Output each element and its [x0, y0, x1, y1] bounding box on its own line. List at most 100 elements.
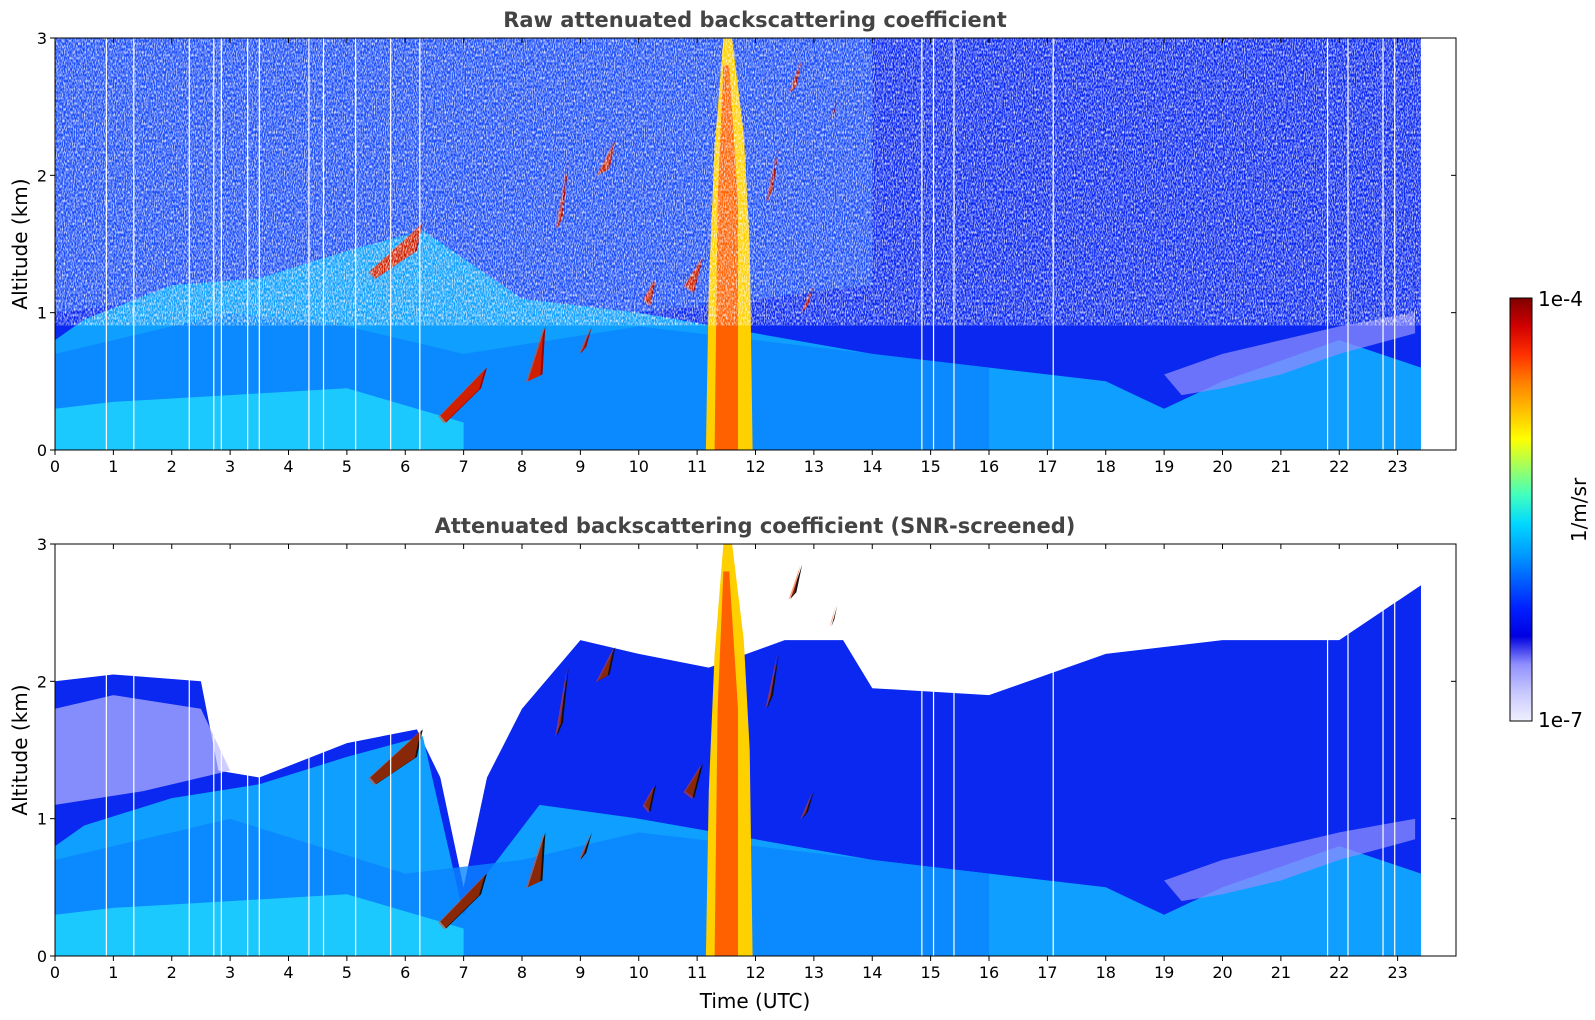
colorbar-min-label: 1e-7 [1538, 708, 1583, 732]
y-tick-label: 0 [37, 441, 47, 460]
colorbar-max-label: 1e-4 [1538, 287, 1583, 311]
rain-core [714, 571, 738, 956]
x-tick-label: 4 [283, 963, 293, 982]
y-tick-label: 3 [37, 535, 47, 554]
haze-band [55, 695, 231, 805]
x-tick-label: 13 [804, 963, 824, 982]
no-data-region [1420, 544, 1456, 956]
x-tick-label: 22 [1329, 457, 1349, 476]
cloud-edge [765, 654, 777, 710]
x-tick-label: 5 [342, 457, 352, 476]
x-tick-label: 6 [400, 457, 410, 476]
x-tick-label: 20 [1212, 963, 1232, 982]
cloud-edge [525, 327, 544, 383]
x-tick-label: 4 [283, 457, 293, 476]
x-tick-label: 22 [1329, 963, 1349, 982]
y-tick-label: 3 [37, 29, 47, 48]
y-tick-label: 0 [37, 947, 47, 966]
x-tick-label: 2 [167, 963, 177, 982]
heatmap-area [55, 544, 1456, 956]
x-tick-label: 8 [517, 457, 527, 476]
x-tick-label: 17 [1037, 457, 1057, 476]
cloud-edge [578, 833, 590, 861]
noise-speckle [55, 38, 1421, 299]
y-tick-label: 1 [37, 810, 47, 829]
cloud-edge [525, 833, 544, 889]
y-axis-label: Altitude (km) [8, 178, 32, 309]
y-tick-label: 2 [37, 166, 47, 185]
cloud-layer [790, 564, 803, 599]
y-tick-label: 2 [37, 672, 47, 691]
x-tick-label: 11 [687, 457, 707, 476]
x-tick-label: 1 [108, 963, 118, 982]
x-axis-ticks: 0 1 2 3 4 5 6 7 8 9 10 11 12 13 14 15 16 17 18 19 20 21 22 23 [50, 544, 1408, 982]
x-tick-label: 10 [629, 457, 649, 476]
x-tick-label: 16 [979, 963, 999, 982]
x-tick-label: 7 [459, 963, 469, 982]
aerosol-plume [1164, 312, 1416, 396]
aerosol-plume [1164, 818, 1416, 902]
cloud-edge [683, 764, 701, 800]
x-tick-label: 19 [1154, 457, 1174, 476]
x-tick-label: 18 [1096, 963, 1116, 982]
cloud-edge [438, 368, 485, 424]
x-tick-label: 17 [1037, 963, 1057, 982]
cloud-edge [829, 606, 836, 628]
x-tick-label: 16 [979, 457, 999, 476]
cloud-layer [667, 653, 686, 696]
x-tick-label: 9 [575, 457, 585, 476]
x-tick-label: 15 [920, 963, 940, 982]
y-axis-label: Altitude (km) [8, 684, 32, 815]
x-tick-label: 11 [687, 963, 707, 982]
x-tick-label: 7 [459, 457, 469, 476]
x-tick-label: 3 [225, 963, 235, 982]
x-tick-label: 21 [1271, 457, 1291, 476]
x-tick-label: 5 [342, 963, 352, 982]
y-axis-ticks: 0 1 2 3 [37, 535, 1456, 966]
x-tick-label: 13 [804, 457, 824, 476]
x-tick-label: 19 [1154, 963, 1174, 982]
no-data-region [1420, 38, 1456, 450]
x-tick-label: 12 [745, 963, 765, 982]
panel-raw: Raw attenuated backscattering coefficien… [8, 8, 1457, 476]
panel-title: Attenuated backscattering coefficient (S… [435, 514, 1076, 538]
x-tick-label: 23 [1387, 963, 1407, 982]
colorbar-unit-label: 1/m/sr [1567, 477, 1591, 542]
cloud-edge [595, 648, 614, 683]
panel-title: Raw attenuated backscattering coefficien… [503, 8, 1007, 32]
cloud-layer [831, 605, 838, 627]
x-tick-label: 23 [1387, 457, 1407, 476]
x-tick-label: 15 [920, 457, 940, 476]
cloud-edge [642, 785, 655, 813]
cloud-edge [578, 327, 590, 355]
cloud-layer [557, 667, 569, 737]
x-tick-label: 6 [400, 963, 410, 982]
cloud-edge [800, 792, 812, 820]
panel-screened: Attenuated backscattering coefficient (S… [8, 514, 1457, 1013]
x-tick-label: 21 [1271, 963, 1291, 982]
x-tick-label: 10 [629, 963, 649, 982]
x-axis-label: Time (UTC) [699, 989, 811, 1013]
x-tick-label: 18 [1096, 457, 1116, 476]
cloud-edge [438, 874, 485, 930]
x-tick-label: 0 [50, 963, 60, 982]
x-tick-label: 1 [108, 457, 118, 476]
x-tick-label: 2 [167, 457, 177, 476]
cloud-edge [788, 565, 801, 600]
x-tick-label: 3 [225, 457, 235, 476]
x-tick-label: 12 [745, 457, 765, 476]
colorbar-bar [1509, 297, 1533, 722]
cloud-edge [368, 730, 421, 786]
x-tick-label: 0 [50, 457, 60, 476]
x-axis-ticks: 0 1 2 3 4 5 6 7 8 9 10 11 12 13 14 15 16 17 18 19 20 21 22 23 [50, 38, 1408, 476]
y-axis-ticks: 0 1 2 3 [37, 29, 1456, 460]
x-tick-label: 9 [575, 963, 585, 982]
x-tick-label: 14 [862, 457, 882, 476]
colorbar: 1e-4 1e-7 1/m/sr [1509, 287, 1591, 732]
cloud-edge [555, 668, 567, 738]
y-tick-label: 1 [37, 304, 47, 323]
x-tick-label: 20 [1212, 457, 1232, 476]
x-tick-label: 8 [517, 963, 527, 982]
cloud-edge [665, 654, 684, 697]
